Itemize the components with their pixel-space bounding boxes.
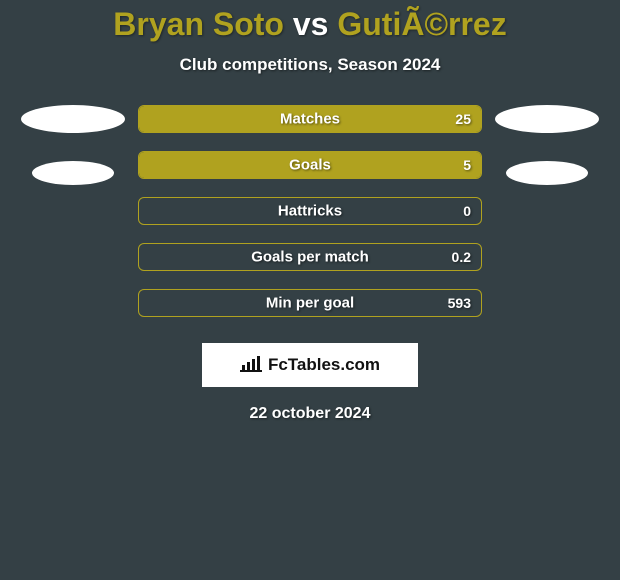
brand-text: FcTables.com	[268, 355, 380, 375]
stat-bar-value: 0.2	[452, 249, 471, 265]
stat-bar: Goals per match 0.2	[138, 243, 482, 271]
stat-bar-label: Goals per match	[251, 249, 369, 266]
stat-bar-label: Hattricks	[278, 203, 342, 220]
player-photo-placeholder	[495, 105, 599, 133]
stat-bar: Goals 5	[138, 151, 482, 179]
stat-bar: Min per goal 593	[138, 289, 482, 317]
page-title: Bryan Soto vs GutiÃ©rrez	[0, 6, 620, 43]
left-photo-column	[18, 105, 128, 185]
player-photo-placeholder	[32, 161, 114, 185]
stat-bar: Hattricks 0	[138, 197, 482, 225]
stat-bar-value: 0	[463, 203, 471, 219]
stat-bar-value: 5	[463, 157, 471, 173]
stat-bars: Matches 25 Goals 5 Hattricks 0 Goals per match…	[138, 105, 482, 317]
player-photo-placeholder	[506, 161, 588, 185]
brand-badge: FcTables.com	[202, 343, 418, 387]
player-photo-placeholder	[21, 105, 125, 133]
content-row: Matches 25 Goals 5 Hattricks 0 Goals per match…	[0, 105, 620, 317]
comparison-infographic: Bryan Soto vs GutiÃ©rrez Club competitio…	[0, 0, 620, 580]
date-caption: 22 october 2024	[0, 405, 620, 423]
stat-bar-value: 593	[448, 295, 471, 311]
stat-bar-label: Min per goal	[266, 295, 354, 312]
stat-bar-value: 25	[455, 111, 471, 127]
stat-bar-label: Matches	[280, 111, 340, 128]
title-player-right: GutiÃ©rrez	[337, 6, 506, 42]
stat-bar-label: Goals	[289, 157, 331, 174]
subtitle: Club competitions, Season 2024	[0, 55, 620, 75]
stat-bar: Matches 25	[138, 105, 482, 133]
title-vs: vs	[284, 6, 337, 42]
brand-chart-icon	[240, 356, 262, 374]
right-photo-column	[492, 105, 602, 185]
title-player-left: Bryan Soto	[113, 6, 284, 42]
